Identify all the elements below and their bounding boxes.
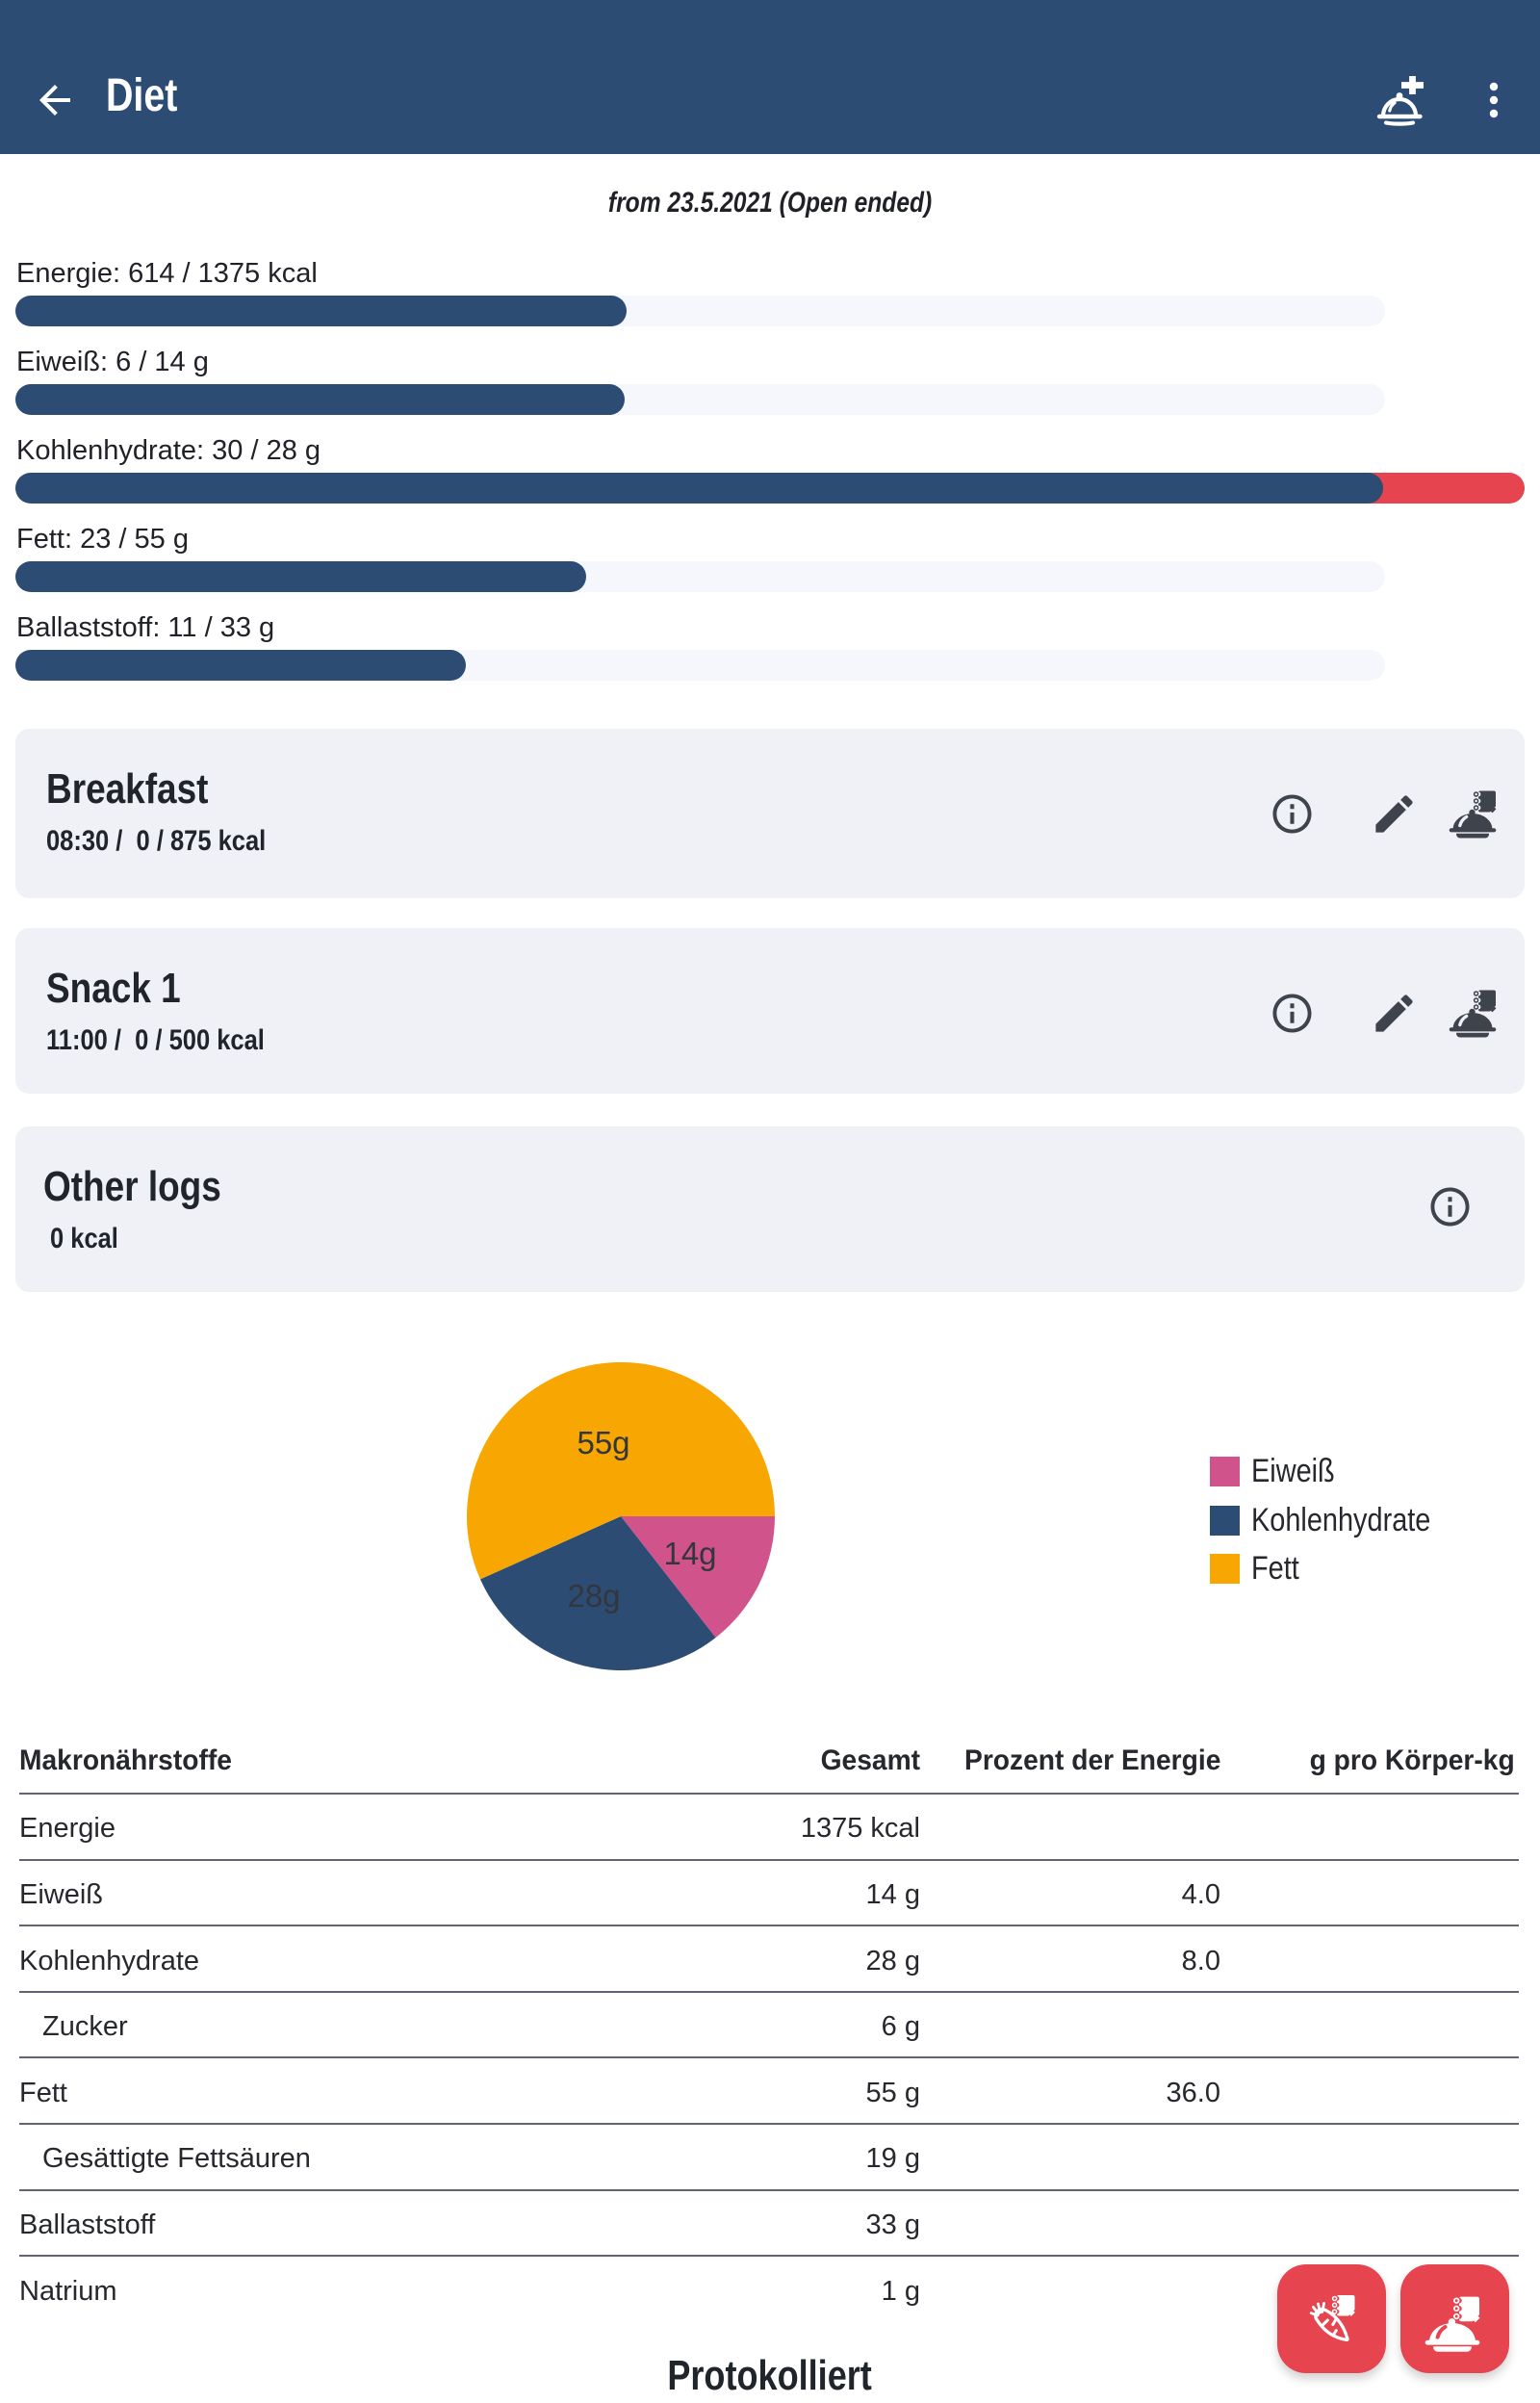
svg-text:28g: 28g xyxy=(567,1578,620,1614)
svg-text:14g: 14g xyxy=(663,1536,716,1571)
svg-text:55g: 55g xyxy=(577,1425,629,1460)
